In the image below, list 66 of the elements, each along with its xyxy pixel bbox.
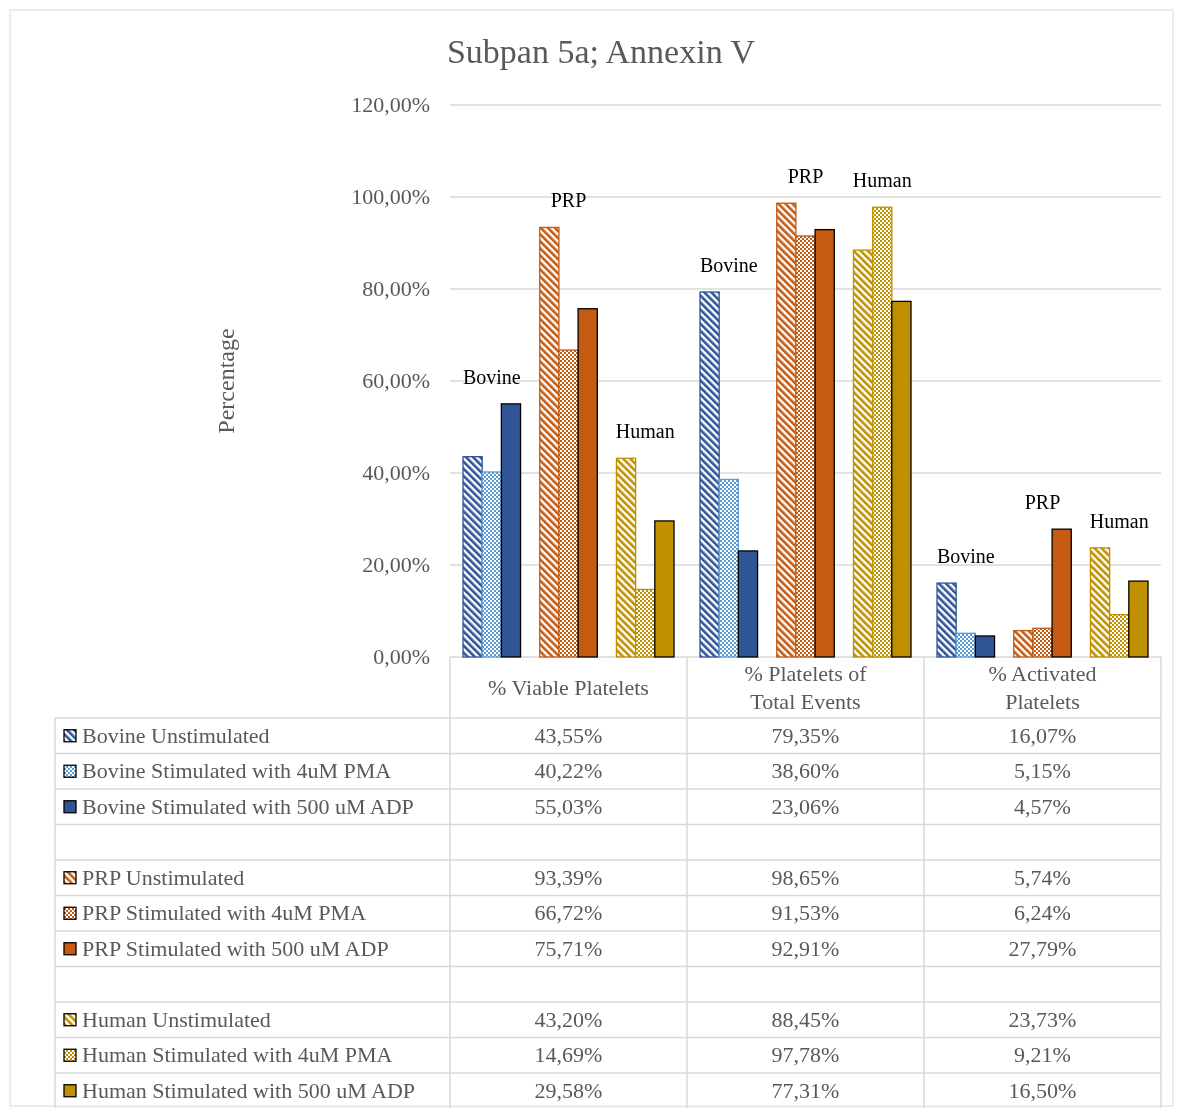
annotation: Bovine bbox=[936, 545, 995, 568]
data-label: 93,39% bbox=[534, 864, 603, 890]
data-label: 5,15% bbox=[1014, 758, 1071, 784]
annotation: Bovine bbox=[699, 253, 758, 276]
bar bbox=[462, 456, 483, 658]
data-label: 75,71% bbox=[534, 935, 603, 961]
y-tick-label: 60,00% bbox=[362, 368, 430, 393]
data-label: 27,79% bbox=[1008, 935, 1077, 961]
bar bbox=[974, 635, 996, 658]
legend-label: Human Unstimulated bbox=[82, 1006, 271, 1032]
data-label: 5,74% bbox=[1014, 864, 1071, 890]
annotation: Bovine bbox=[462, 365, 521, 388]
bar bbox=[955, 632, 977, 658]
data-label: 43,20% bbox=[534, 1006, 603, 1032]
x-tick-label: % Platelets of Total Events bbox=[744, 660, 868, 714]
chart-title: Subpan 5a; Annexin V bbox=[446, 33, 756, 70]
annotation: Human bbox=[852, 169, 912, 192]
bar bbox=[737, 550, 759, 658]
data-label: 79,35% bbox=[771, 722, 840, 748]
data-label: 14,69% bbox=[534, 1042, 603, 1068]
bar bbox=[718, 478, 740, 658]
data-label: 92,91% bbox=[771, 935, 840, 961]
annotation: Human bbox=[1089, 509, 1149, 532]
bar bbox=[500, 403, 522, 658]
data-label: 43,55% bbox=[534, 722, 603, 748]
data-label: 16,07% bbox=[1008, 722, 1077, 748]
data-label: 23,06% bbox=[771, 793, 840, 819]
legend-label: PRP Stimulated with 500 uM ADP bbox=[82, 935, 389, 961]
bar bbox=[481, 471, 503, 658]
data-label: 4,57% bbox=[1014, 793, 1071, 819]
legend-label: PRP Stimulated with 4uM PMA bbox=[82, 900, 367, 926]
legend-label: Human Stimulated with 4uM PMA bbox=[82, 1042, 393, 1068]
data-label: 66,72% bbox=[534, 900, 603, 926]
y-axis-title: Percentage bbox=[213, 328, 239, 434]
legend-label: Bovine Unstimulated bbox=[82, 722, 270, 748]
data-label: 23,73% bbox=[1008, 1006, 1077, 1032]
y-tick-label: 100,00% bbox=[351, 184, 430, 209]
data-label: 29,58% bbox=[534, 1077, 603, 1103]
data-label: 98,65% bbox=[771, 864, 840, 890]
annotation: PRP bbox=[1024, 491, 1061, 514]
legend-label: PRP Unstimulated bbox=[82, 864, 245, 890]
bar bbox=[936, 582, 957, 658]
y-tick-label: 20,00% bbox=[362, 552, 430, 577]
y-tick-label: 40,00% bbox=[362, 460, 430, 485]
legend-label: Bovine Stimulated with 500 uM ADP bbox=[82, 793, 414, 819]
data-label: 16,50% bbox=[1008, 1077, 1077, 1103]
annotation: PRP bbox=[550, 189, 587, 212]
x-tick-label: % Activated Platelets bbox=[988, 660, 1097, 714]
bar bbox=[699, 291, 720, 658]
annotation: Human bbox=[615, 420, 675, 443]
y-tick-label: 0,00% bbox=[373, 644, 430, 669]
annotation: PRP bbox=[787, 165, 824, 188]
data-label: 91,53% bbox=[771, 900, 840, 926]
x-tick-label: % Viable Platelets bbox=[488, 674, 649, 700]
data-label: 9,21% bbox=[1014, 1042, 1071, 1068]
legend-label: Bovine Stimulated with 4uM PMA bbox=[82, 758, 392, 784]
legend-label: Human Stimulated with 500 uM ADP bbox=[82, 1077, 416, 1103]
y-tick-label: 120,00% bbox=[351, 92, 430, 117]
data-label: 77,31% bbox=[771, 1077, 840, 1103]
data-label: 38,60% bbox=[771, 758, 840, 784]
data-label: 6,24% bbox=[1014, 900, 1071, 926]
y-tick-label: 80,00% bbox=[362, 276, 430, 301]
data-label: 55,03% bbox=[534, 793, 603, 819]
data-label: 40,22% bbox=[534, 758, 603, 784]
data-label: 97,78% bbox=[771, 1042, 840, 1068]
data-label: 88,45% bbox=[771, 1006, 840, 1032]
